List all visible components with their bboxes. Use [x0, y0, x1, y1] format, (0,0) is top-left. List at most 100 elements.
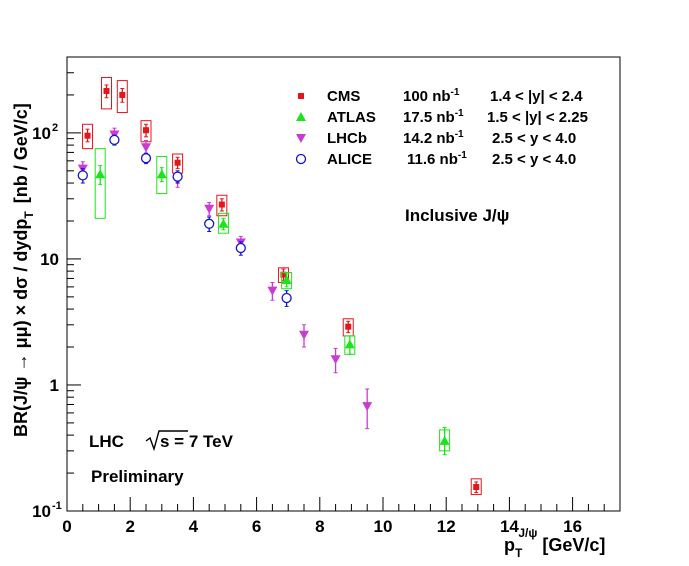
data-point: [281, 292, 292, 304]
data-point: [77, 170, 88, 181]
data-point: [156, 169, 167, 179]
x-tick-label: 2: [125, 517, 134, 536]
data-point: [103, 87, 110, 94]
legend-markers: [295, 93, 307, 165]
legend-marker-alice: [295, 153, 307, 165]
data-point: [172, 171, 183, 182]
sys-error-box: [217, 212, 229, 234]
sys-error-box: [82, 123, 94, 150]
legend-lhcb-lumi-exp: -1: [455, 129, 464, 140]
y-tick-label: 10: [32, 124, 51, 143]
legend-alice-lumi-value: 11.6 nb: [407, 151, 458, 168]
data-point: [299, 330, 309, 340]
x-tick-label: 14: [500, 517, 519, 536]
series-atlas: [94, 148, 451, 456]
data-point: [140, 153, 152, 164]
data-point: [362, 402, 373, 412]
legend-alice-range: 2.5 < y < 4.0: [492, 151, 576, 168]
legend-cms-lumi-exp: -1: [451, 87, 460, 98]
legend-atlas-range: 1.5 < |y| < 2.25: [487, 109, 588, 126]
sys-error-box: [470, 478, 482, 496]
legend-marker-lhcb: [296, 134, 306, 143]
data-point: [204, 204, 215, 214]
sys-error-box: [156, 155, 168, 195]
legend-atlas-lumi-exp: -1: [455, 108, 464, 119]
y-axis-title-unit: [nb / GeV/c]: [11, 103, 31, 203]
annotation-energy: s = 7 TeV: [160, 432, 234, 451]
data-point: [280, 271, 287, 278]
x-axis-title-main: p: [504, 535, 515, 555]
data-point: [109, 134, 120, 146]
data-point: [281, 275, 292, 285]
y-axis-title-sub: T: [22, 211, 36, 219]
legend-atlas-name: ATLAS: [327, 109, 376, 126]
data-point: [141, 143, 151, 153]
x-axis-title-unit: [GeV/c]: [542, 535, 605, 555]
series-cms: [82, 77, 482, 496]
x-axis-title: pT J/ψ [GeV/c]: [504, 526, 605, 560]
annotation-lhc: LHC: [89, 432, 124, 451]
data-point: [218, 201, 225, 208]
legend-lhcb-lumi: 14.2 nb-1: [403, 129, 464, 147]
y-tick-label: 1: [50, 376, 59, 395]
legend-lhcb-lumi-value: 14.2 nb: [403, 130, 455, 147]
x-tick-label: 6: [252, 517, 261, 536]
sqrt-sign-icon: [145, 430, 188, 452]
sys-error-box: [216, 194, 228, 217]
data-point: [174, 159, 181, 166]
legend-cms-lumi-value: 100 nb: [403, 88, 451, 105]
y-tick-label: 10: [32, 502, 51, 521]
legend-marker-cms: [298, 93, 304, 99]
legend-alice-lumi: 11.6 nb-1: [407, 150, 467, 168]
data-point: [119, 91, 126, 98]
data-point: [143, 127, 149, 134]
data-point: [204, 218, 215, 229]
legend-cms-lumi: 100 nb-1: [403, 87, 460, 105]
data-point: [473, 484, 480, 491]
sys-error-box: [116, 80, 128, 114]
annotation-preliminary: Preliminary: [91, 467, 184, 486]
y-tick-label-exponent: -1: [52, 500, 62, 512]
data-point: [218, 218, 229, 228]
legend-marker-atlas: [296, 112, 306, 121]
data-point: [345, 323, 352, 330]
x-tick-label: 16: [563, 517, 582, 536]
data-point: [344, 339, 355, 349]
x-axis-title-sub: T: [515, 546, 523, 560]
series-alice: [77, 134, 292, 307]
data-point: [439, 435, 450, 445]
x-tick-label: 12: [437, 517, 456, 536]
data-point: [84, 132, 91, 139]
legend-lhcb-range: 2.5 < y < 4.0: [492, 130, 576, 147]
sys-error-box: [94, 148, 106, 219]
data-point: [95, 169, 106, 179]
data-point: [267, 286, 278, 296]
legend-lhcb-name: LHCb: [327, 130, 367, 147]
sys-error-box: [101, 77, 112, 110]
x-axis-title-sup: J/ψ: [518, 526, 537, 540]
plot-frame: [66, 56, 621, 512]
x-tick-label: 10: [374, 517, 393, 536]
legend-alice-name: ALICE: [327, 151, 372, 168]
annotation-inclusive: Inclusive J/ψ: [405, 206, 509, 225]
legend-cms-range: 1.4 < |y| < 2.4: [490, 88, 583, 105]
y-axis-title: BR(J/ψ → μμ) × dσ / dydpT [nb / GeV/c]: [11, 103, 36, 437]
x-tick-label: 8: [315, 517, 324, 536]
data-layer: [77, 77, 482, 496]
legend-cms-name: CMS: [327, 88, 360, 105]
sys-error-box: [281, 272, 293, 290]
series-lhcb: [77, 127, 373, 430]
legend-atlas-lumi-value: 17.5 nb: [403, 109, 455, 126]
legend-alice-lumi-exp: -1: [458, 150, 467, 161]
data-point: [330, 355, 341, 365]
data-point: [235, 242, 246, 254]
y-tick-label: 10: [40, 250, 59, 269]
y-axis-title-main: BR(J/ψ → μμ) × dσ / dydp: [11, 219, 31, 437]
legend: CMS 100 nb-1 1.4 < |y| < 2.4 ATLAS 17.5 …: [295, 87, 588, 168]
y-tick-label-exponent: 2: [52, 122, 58, 134]
legend-atlas-lumi: 17.5 nb-1: [403, 108, 464, 126]
x-tick-label: 0: [62, 517, 71, 536]
x-tick-label: 4: [189, 517, 199, 536]
